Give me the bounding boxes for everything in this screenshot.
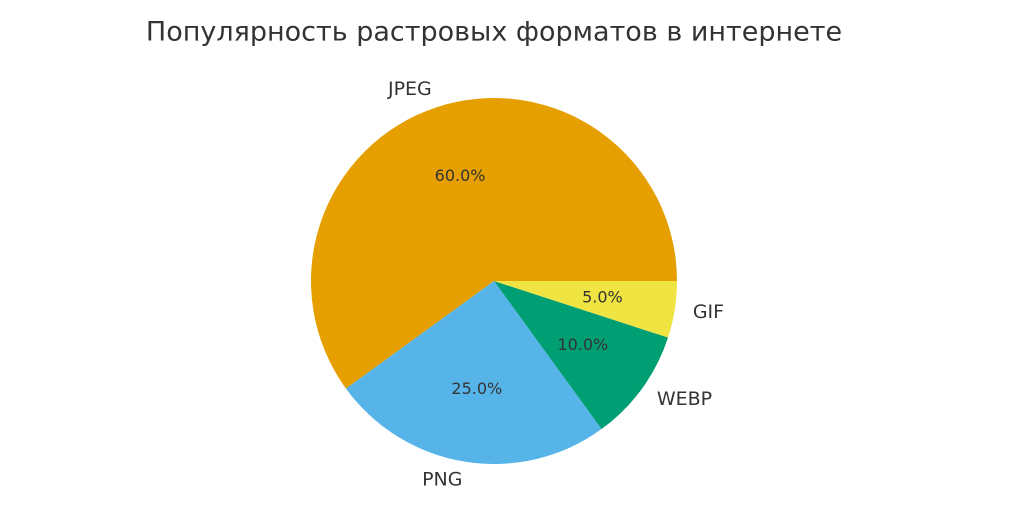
pie-slice [310, 97, 677, 389]
pie-slice [345, 281, 602, 464]
pie-slice [494, 281, 677, 338]
slice-label: PNG [422, 468, 462, 490]
slice-label: WEBP [657, 388, 712, 410]
slice-label: JPEG [387, 78, 432, 100]
value-label: 5.0% [582, 288, 623, 307]
pie-slice [494, 281, 669, 430]
value-label: 10.0% [557, 335, 608, 354]
chart-title: Популярность растровых форматов в интерн… [146, 17, 842, 48]
value-label: 60.0% [435, 166, 486, 185]
slice-label: GIF [693, 301, 724, 323]
value-label: 25.0% [451, 379, 502, 398]
